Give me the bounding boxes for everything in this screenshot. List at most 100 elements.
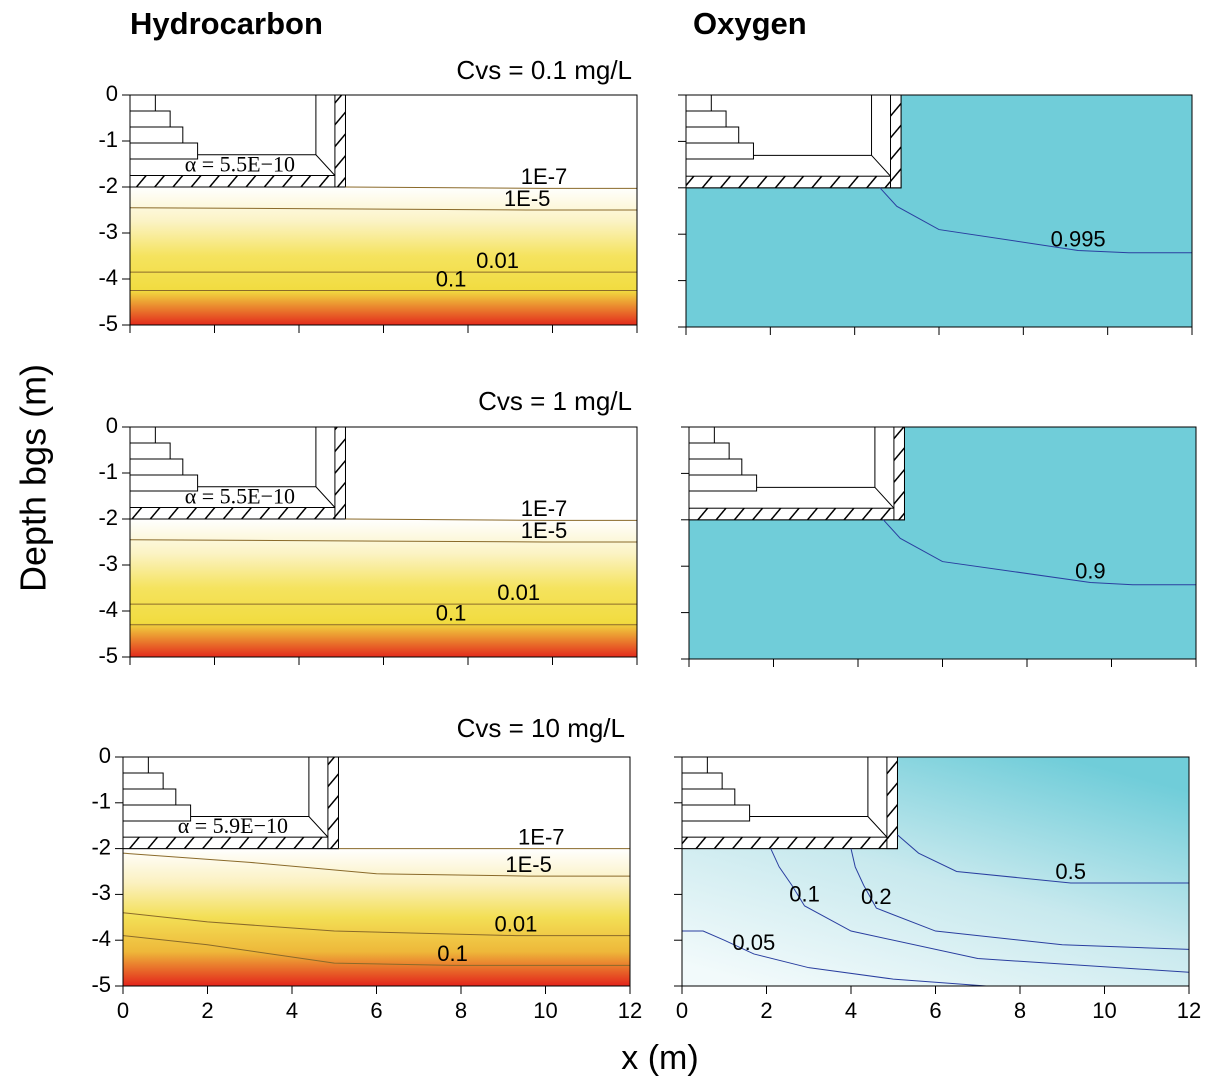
contour-label: 1E-7 (518, 824, 564, 849)
contour-line (129, 207, 637, 211)
x-axis-label: x (m) (621, 1039, 698, 1077)
building-step (129, 442, 171, 460)
x-tick-label: 10 (1092, 998, 1116, 1023)
x-tick-label: 2 (201, 998, 213, 1023)
building-step (129, 458, 184, 476)
building-step (688, 426, 715, 444)
building-floor (681, 836, 898, 850)
y-tick-label: -4 (98, 265, 118, 290)
y-tick-label: 0 (99, 743, 111, 768)
annotation: α = 5.5E−10 (185, 483, 295, 508)
y-tick-label: 0 (106, 413, 118, 438)
contour-label: 0.9 (1075, 558, 1106, 583)
y-tick-label: -1 (98, 459, 118, 484)
contour-label: 0.1 (436, 601, 467, 626)
y-tick-label: -4 (98, 597, 118, 622)
building-wall (334, 94, 346, 188)
contour-line (122, 912, 630, 937)
contour-line (850, 848, 1190, 950)
contour-label: 1E-5 (504, 186, 550, 211)
building-step (681, 756, 708, 774)
contour-label: 0.01 (495, 911, 538, 936)
y-tick-label: -1 (98, 127, 118, 152)
building-step (122, 772, 164, 790)
building-step (688, 458, 743, 476)
contour-label: 0.1 (436, 266, 467, 291)
building-step (685, 142, 754, 160)
building-step (122, 788, 177, 806)
building-floor (685, 175, 902, 189)
panel-title: Cvs = 1 mg/L (478, 386, 632, 416)
building-step (129, 426, 156, 444)
building-wall (327, 756, 339, 850)
building-wall (886, 756, 898, 850)
contour-label: 0.1 (437, 941, 468, 966)
panel-title: Cvs = 0.1 mg/L (456, 55, 632, 85)
x-tick-label: 0 (676, 998, 688, 1023)
x-tick-label: 6 (929, 998, 941, 1023)
building-step (688, 442, 730, 460)
annotation: α = 5.5E−10 (185, 151, 295, 176)
y-tick-label: -2 (98, 505, 118, 530)
contour-label: 0.01 (476, 248, 519, 273)
contour-line (897, 834, 1189, 884)
building-step (129, 110, 171, 128)
contour-label: 0.01 (497, 580, 540, 605)
building-floor (122, 836, 339, 850)
contour-line (682, 930, 987, 987)
color-field (123, 848, 630, 986)
x-tick-label: 12 (618, 998, 642, 1023)
y-tick-label: -5 (98, 311, 118, 336)
building-step (681, 788, 736, 806)
x-tick-label: 0 (117, 998, 129, 1023)
y-tick-label: -3 (98, 551, 118, 576)
contour-label: 1E-7 (521, 496, 567, 521)
building-step (681, 804, 751, 822)
building-step (129, 126, 184, 144)
building-step (685, 110, 727, 128)
contour-line (882, 519, 1196, 586)
x-tick-label: 10 (533, 998, 557, 1023)
panel-title: Cvs = 10 mg/L (457, 713, 625, 743)
contour-line (770, 848, 1190, 973)
annotation: α = 5.9E−10 (178, 813, 288, 838)
x-tick-label: 4 (845, 998, 857, 1023)
x-tick-label: 6 (370, 998, 382, 1023)
x-tick-label: 8 (1014, 998, 1026, 1023)
column-title: Oxygen (693, 6, 807, 41)
contour-label: 0.1 (789, 882, 820, 907)
contour-line (122, 852, 630, 877)
x-tick-label: 12 (1177, 998, 1201, 1023)
building-step (685, 94, 712, 112)
contour-label: 1E-5 (505, 852, 551, 877)
building-step (685, 126, 740, 144)
contour-label: 0.995 (1051, 226, 1106, 251)
building-step (681, 772, 723, 790)
building-wall (334, 426, 346, 520)
contour-label: 0.2 (861, 884, 892, 909)
building-floor (688, 507, 905, 521)
y-tick-label: -3 (91, 880, 111, 905)
building-floor (129, 175, 346, 188)
y-tick-label: -2 (91, 834, 111, 859)
contour-label: 0.5 (1055, 859, 1086, 884)
y-tick-label: -3 (98, 219, 118, 244)
building-wall (890, 94, 902, 189)
y-tick-label: -2 (98, 173, 118, 198)
x-tick-label: 4 (286, 998, 298, 1023)
contour-line (879, 187, 1192, 254)
building-step (122, 756, 149, 774)
y-tick-label: -5 (98, 643, 118, 668)
building-wall (893, 426, 905, 521)
building-floor (129, 507, 346, 520)
contour-label: 0.05 (732, 930, 775, 955)
contour-line (345, 518, 637, 521)
contour-line (345, 186, 637, 189)
building-step (688, 474, 758, 492)
column-title: Hydrocarbon (130, 6, 323, 41)
y-tick-label: -1 (91, 789, 111, 814)
x-tick-label: 2 (760, 998, 772, 1023)
contour-label: 1E-7 (521, 164, 567, 189)
x-tick-label: 8 (455, 998, 467, 1023)
